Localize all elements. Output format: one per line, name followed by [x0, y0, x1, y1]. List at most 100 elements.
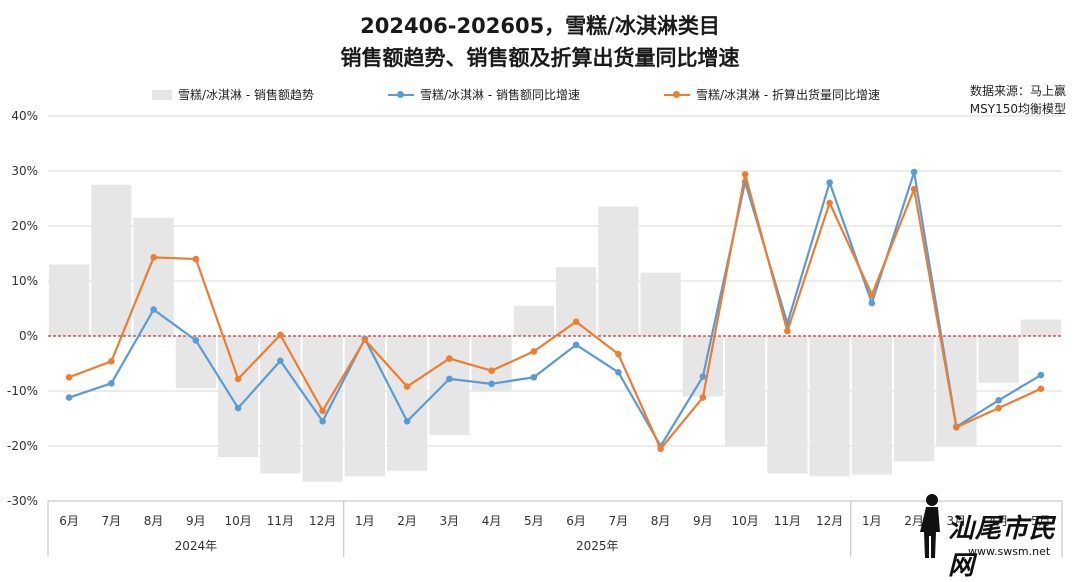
bar-sales-trend: [725, 336, 766, 446]
bar-sales-trend: [429, 336, 470, 435]
x-tick-label: 2月: [904, 514, 924, 528]
legend-item-blue-line: 雪糕/冰淇淋 - 销售额同比增速: [388, 86, 580, 103]
bar-sales-trend: [598, 206, 639, 336]
shipment-yoy-point: [446, 355, 453, 362]
sales-yoy-point: [826, 179, 833, 186]
y-tick-label: -30%: [7, 494, 38, 508]
sales-yoy-point: [108, 380, 115, 387]
sales-yoy-point: [615, 369, 622, 376]
bar-sales-trend: [91, 184, 132, 336]
sales-yoy-point: [995, 397, 1002, 404]
legend-label-bar: 雪糕/冰淇淋 - 销售额趋势: [178, 88, 315, 102]
shipment-yoy-point: [657, 445, 664, 453]
shipment-yoy-point: [488, 367, 495, 374]
x-tick-label: 1月: [355, 514, 375, 528]
shipment-yoy-line: [68, 173, 1042, 450]
bar-sales-trend: [682, 336, 723, 397]
sales-yoy-point: [403, 417, 411, 425]
shipment-yoy-point: [741, 171, 749, 178]
legend-item-orange-line: 雪糕/冰淇淋 - 折算出货量同比增速: [664, 86, 880, 103]
shipment-yoy-point: [319, 407, 326, 415]
x-tick-label: 10月: [731, 514, 758, 528]
shipment-yoy-point: [65, 373, 73, 381]
sales-yoy-line: [68, 171, 1042, 448]
x-tick-label: 8月: [651, 514, 671, 528]
y-tick-label: -10%: [7, 384, 38, 398]
shipment-yoy-point: [953, 424, 960, 431]
shipment-yoy-point: [361, 336, 369, 344]
x-tick-label: 12月: [309, 514, 336, 528]
bar-sales-trend: [978, 336, 1019, 383]
watermark-url: www.swsm.net: [968, 545, 1051, 558]
watermark-text: 汕尾市民网: [948, 514, 1057, 581]
legend-swatch-bar: [152, 89, 172, 100]
shipment-yoy-point: [1037, 385, 1045, 393]
x-tick-label: 3月: [440, 514, 460, 528]
sales-yoy-point: [277, 357, 284, 365]
data-source-label: 数据来源：马上赢: [969, 84, 1066, 98]
bar-sales-trend: [260, 336, 301, 474]
bar-sales-trend: [767, 336, 808, 474]
shipment-yoy-point: [699, 394, 707, 401]
sales-yoy-point: [319, 417, 326, 425]
bar-sales-trend: [556, 267, 597, 336]
year-group-label: 2024年: [175, 539, 218, 553]
legend-item-bar: 雪糕/冰淇淋 - 销售额趋势: [152, 86, 314, 103]
sales-yoy-point: [65, 394, 73, 401]
bar-sales-trend: [513, 305, 554, 336]
bar-sales-trend: [809, 336, 850, 477]
bar-sales-trend: [133, 217, 174, 336]
legend-swatch-blue: [388, 90, 414, 100]
chart-title-line1: 202406-202605，雪糕/冰淇淋类目: [360, 14, 720, 38]
data-model-label: MSY150均衡模型: [969, 102, 1066, 116]
sales-yoy-point: [488, 380, 495, 388]
shipment-yoy-point: [403, 383, 411, 390]
x-tick-label: 6月: [59, 514, 79, 528]
x-tick-label: 6月: [566, 514, 586, 528]
shipment-yoy-point: [868, 291, 876, 299]
sales-yoy-point: [530, 373, 538, 381]
x-tick-label: 7月: [609, 514, 629, 528]
legend-swatch-orange: [664, 90, 690, 100]
y-tick-label: 30%: [11, 164, 38, 178]
x-tick-label: 8月: [144, 514, 164, 528]
shipment-yoy-point: [615, 350, 622, 358]
sales-yoy-point: [446, 375, 453, 383]
legend-label-blue: 雪糕/冰淇淋 - 销售额同比增速: [420, 88, 581, 102]
x-tick-label: 4月: [989, 514, 1009, 528]
sales-yoy-point: [868, 299, 876, 307]
sales-yoy-point: [234, 404, 242, 412]
x-tick-label: 5月: [524, 514, 544, 528]
x-tick-label: 5月: [1031, 514, 1051, 528]
bar-sales-trend: [1020, 319, 1061, 336]
shipment-yoy-point: [234, 375, 242, 383]
sales-yoy-point: [910, 168, 918, 176]
legend-label-orange: 雪糕/冰淇淋 - 折算出货量同比增速: [696, 88, 881, 102]
shipment-yoy-point: [995, 404, 1002, 412]
shipment-yoy-point: [530, 348, 538, 355]
x-tick-label: 11月: [267, 514, 294, 528]
shipment-yoy-point: [150, 254, 157, 261]
y-tick-label: 0%: [19, 329, 38, 343]
x-tick-label: 12月: [816, 514, 843, 528]
x-tick-label: 9月: [186, 514, 206, 528]
y-tick-label: 40%: [11, 109, 38, 123]
y-tick-label: 10%: [11, 274, 38, 288]
bar-sales-trend: [851, 336, 892, 475]
x-tick-label: 2月: [397, 514, 417, 528]
year-group-label: 2025年: [576, 539, 619, 553]
bar-sales-trend: [218, 336, 259, 457]
bar-sales-trend: [49, 264, 90, 336]
sales-yoy-point: [1037, 371, 1045, 379]
x-tick-label: 7月: [102, 514, 122, 528]
sales-yoy-point: [150, 306, 157, 313]
shipment-yoy-point: [910, 185, 918, 193]
sales-yoy-point: [699, 373, 707, 381]
sales-yoy-point: [192, 337, 200, 344]
shipment-yoy-point: [108, 358, 115, 365]
chart-title-line2: 销售额趋势、销售额及折算出货量同比增速: [340, 46, 740, 70]
shipment-yoy-point: [826, 199, 833, 207]
chart-canvas: -30% -20% -10% 0% 10% 20% 30% 40% 6月 7月 8月 9月 10月 11月…: [7, 109, 1063, 557]
shipment-yoy-point: [277, 331, 284, 339]
x-tick-label: 4月: [482, 514, 502, 528]
